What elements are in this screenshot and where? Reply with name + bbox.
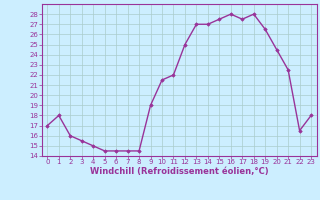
X-axis label: Windchill (Refroidissement éolien,°C): Windchill (Refroidissement éolien,°C): [90, 167, 268, 176]
